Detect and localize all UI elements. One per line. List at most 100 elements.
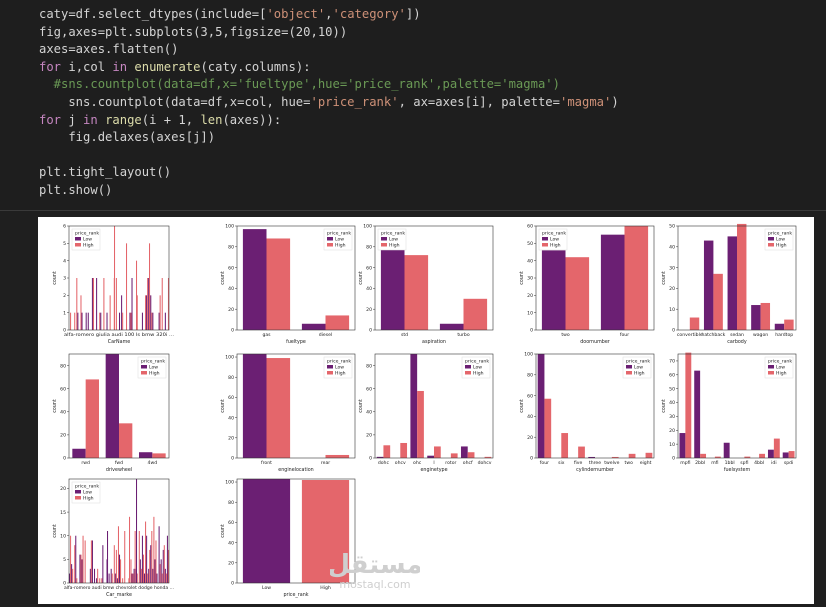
bar-high bbox=[744, 456, 751, 458]
bar-low bbox=[152, 312, 154, 330]
bar-low bbox=[87, 312, 89, 330]
code-token: , ax=axes[i], palette= bbox=[398, 94, 560, 109]
bar-low bbox=[537, 354, 545, 458]
bar-low bbox=[69, 573, 71, 583]
x-tick-label: High bbox=[320, 585, 331, 591]
y-tick-label: 40 bbox=[527, 258, 533, 264]
legend-label-low: Low bbox=[634, 364, 643, 370]
bar-low bbox=[158, 312, 160, 330]
bar-low bbox=[141, 535, 143, 583]
code-token: ]) bbox=[405, 7, 421, 21]
bar-low bbox=[541, 250, 566, 330]
x-axis-label: drivewheel bbox=[106, 467, 132, 473]
legend-swatch-low bbox=[327, 365, 333, 369]
bar-high bbox=[120, 559, 122, 583]
x-axis-label: Car_marke bbox=[106, 592, 132, 598]
y-tick-label: 10 bbox=[669, 307, 675, 313]
bar-high bbox=[145, 295, 147, 330]
legend-title: price_rank bbox=[381, 231, 405, 237]
x-tick-label: rwd bbox=[81, 460, 90, 466]
bar-high bbox=[159, 295, 161, 330]
bar-low bbox=[94, 568, 96, 583]
y-tick-label: 80 bbox=[228, 245, 234, 251]
code-line: #sns.countplot(data=df,x='fueltype',hue=… bbox=[39, 76, 619, 94]
code-cell[interactable]: caty=df.select_dtypes(include=['object',… bbox=[0, 0, 826, 210]
bar-high bbox=[325, 315, 350, 330]
bar-low bbox=[156, 573, 158, 583]
legend-swatch-high bbox=[465, 371, 471, 375]
y-tick-label: 40 bbox=[228, 415, 234, 421]
bar-high bbox=[136, 260, 138, 330]
bar-high bbox=[140, 568, 142, 583]
bar-low bbox=[242, 354, 267, 458]
code-token: len bbox=[200, 112, 223, 127]
legend-swatch-low bbox=[327, 237, 333, 241]
code-token: 'object' bbox=[266, 7, 326, 21]
legend-title: price_rank bbox=[141, 359, 165, 365]
bar-low bbox=[242, 229, 267, 330]
bar-low bbox=[460, 446, 468, 458]
code-token: 'price_rank' bbox=[310, 94, 399, 109]
y-axis-label: count bbox=[661, 271, 667, 285]
bar-high bbox=[85, 379, 99, 458]
subplot-fueltype: 0 20 40 60 80 100 count gas diesel price_rankLowH… bbox=[220, 224, 356, 345]
subplots-figure: 0 1 2 3 4 5 6 count alfa-romero giulia audi 100 … bbox=[52, 224, 797, 598]
y-tick-label: 20 bbox=[228, 436, 234, 442]
y-axis-label: count bbox=[220, 524, 226, 538]
x-tick-label: four bbox=[620, 332, 629, 338]
legend-swatch-high bbox=[75, 243, 81, 247]
bar-low bbox=[146, 535, 148, 583]
subplot-carname: 0 1 2 3 4 5 6 count alfa-romero giulia audi 100 … bbox=[52, 224, 174, 345]
bar-high bbox=[126, 243, 128, 330]
code-line: fig.delaxes(axes[j]) bbox=[39, 129, 619, 147]
bar-high bbox=[404, 255, 429, 330]
bar-low bbox=[679, 433, 686, 458]
bar-low bbox=[81, 312, 83, 330]
bar-high bbox=[101, 578, 103, 583]
legend-swatch-high bbox=[768, 371, 774, 375]
legend-label-high: High bbox=[634, 370, 645, 376]
code-token: , bbox=[325, 7, 333, 21]
bar-low bbox=[694, 370, 701, 458]
x-tick-label: twelve bbox=[604, 460, 619, 466]
legend-label-low: Low bbox=[550, 236, 559, 242]
code-token: j bbox=[61, 112, 84, 127]
bar-high bbox=[417, 390, 424, 458]
legend-label-high: High bbox=[473, 370, 484, 376]
bar-low bbox=[108, 573, 110, 583]
x-tick-label: two bbox=[625, 460, 634, 466]
bar-high bbox=[760, 302, 771, 330]
bar-high bbox=[149, 243, 151, 330]
bar-high bbox=[159, 564, 161, 583]
bar-low bbox=[166, 535, 168, 583]
bar-high bbox=[142, 554, 144, 583]
legend-label-high: High bbox=[83, 495, 94, 501]
bar-high bbox=[450, 453, 458, 458]
y-tick-label: 70 bbox=[669, 359, 675, 365]
y-axis-label: count bbox=[358, 271, 364, 285]
bar-high bbox=[165, 573, 167, 583]
subplot-fuelsystem: 0 10 20 30 40 50 60 70 count mpfi 2bbl mfi 1bbl spfi 4… bbox=[661, 352, 797, 473]
x-tick-label: front bbox=[261, 460, 272, 466]
bar-high bbox=[136, 295, 138, 330]
code-token: (i + 1, bbox=[141, 112, 201, 127]
bar-high bbox=[117, 526, 119, 583]
legend-swatch-high bbox=[768, 243, 774, 247]
bar-low bbox=[121, 295, 123, 330]
bar-high bbox=[484, 456, 492, 458]
y-tick-label: 100 bbox=[225, 480, 234, 486]
bar-high bbox=[578, 446, 585, 458]
axes-frame bbox=[68, 225, 170, 331]
bar-high bbox=[80, 554, 82, 583]
legend-label-low: Low bbox=[776, 236, 785, 242]
y-tick-label: 60 bbox=[228, 520, 234, 526]
x-tick-label: idi bbox=[771, 460, 776, 466]
code-line bbox=[39, 147, 619, 165]
x-tick-label: fwd bbox=[115, 460, 123, 466]
x-tick-label: std bbox=[401, 332, 408, 338]
legend-title: price_rank bbox=[327, 231, 351, 237]
y-tick-label: 20 bbox=[527, 435, 533, 441]
bar-high bbox=[383, 445, 391, 458]
